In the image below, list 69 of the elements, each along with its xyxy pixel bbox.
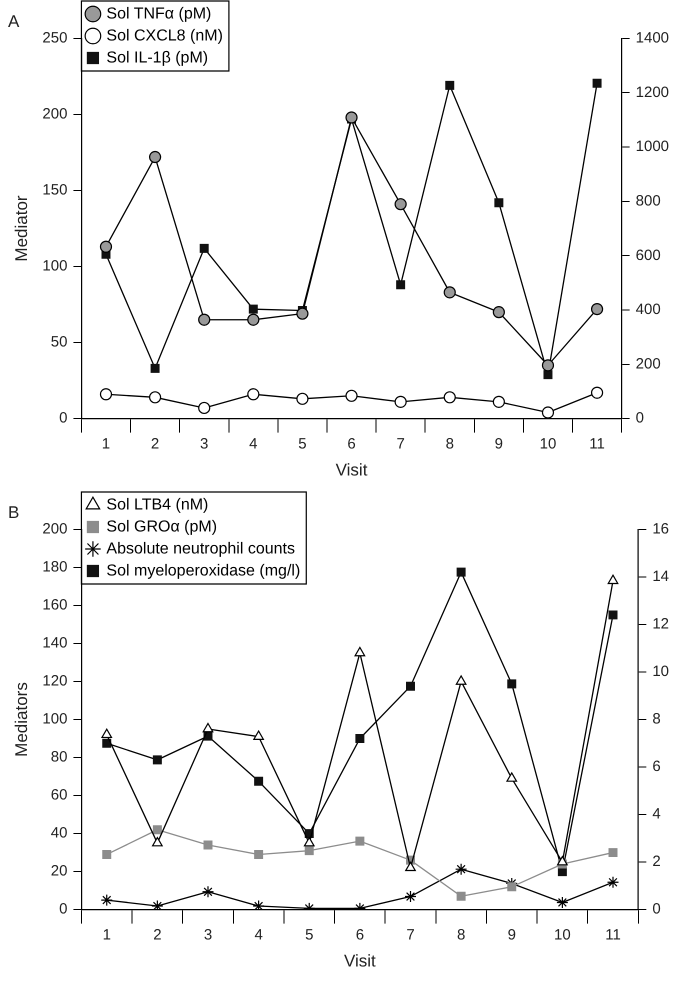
y2-tick-label: 1200 (636, 84, 670, 101)
x-tick-label: 7 (406, 926, 415, 944)
y-axis-title: Mediator (12, 195, 31, 262)
y2-tick-label: 200 (636, 355, 661, 372)
y2-tick-label: 10 (652, 663, 670, 680)
x-tick-label: 3 (200, 436, 208, 453)
x-tick-label: 1 (102, 926, 111, 944)
x-axis-title: Visit (344, 951, 376, 970)
y2-tick-label: 16 (652, 520, 670, 538)
x-tick-label: 11 (589, 436, 605, 453)
x-axis-title: Visit (336, 460, 368, 480)
legend-label: Sol LTB4 (nM) (106, 496, 208, 514)
y-tick-label: 0 (59, 900, 68, 918)
y2-tick-label: 0 (652, 900, 661, 918)
x-tick-label: 6 (356, 926, 364, 944)
chart-title: B (8, 502, 20, 522)
x-tick-label: 8 (456, 926, 466, 944)
y-tick-label: 150 (42, 182, 68, 199)
y2-tick-label: 14 (652, 568, 670, 586)
y-tick-label: 120 (42, 672, 68, 690)
x-tick-label: 1 (102, 436, 110, 453)
y2-tick-label: 12 (652, 616, 670, 633)
y2-tick-label: 4 (652, 806, 661, 823)
y2-tick-label: 8 (652, 710, 661, 728)
y-tick-label: 50 (50, 334, 68, 351)
y-tick-label: 160 (42, 596, 68, 614)
y-tick-label: 100 (42, 258, 68, 275)
x-tick-label: 2 (153, 926, 162, 944)
x-tick-label: 2 (150, 436, 160, 453)
x-tick-label: 6 (347, 436, 356, 453)
y-tick-label: 180 (42, 558, 68, 576)
y2-tick-label: 6 (652, 758, 661, 776)
x-tick-label: 3 (204, 926, 212, 944)
y2-tick-label: 2 (652, 853, 661, 870)
y-tick-label: 140 (42, 634, 68, 652)
x-tick-label: 5 (305, 926, 314, 944)
x-tick-label: 5 (298, 436, 307, 453)
legend-label: Absolute neutrophil counts (106, 540, 296, 558)
y2-tick-label: 1000 (636, 138, 670, 156)
y-tick-label: 20 (50, 862, 68, 880)
legend-label: Sol TNFα (pM) (106, 5, 212, 22)
y-tick-label: 40 (50, 824, 68, 842)
legend-label: Sol CXCL8 (nM) (106, 27, 223, 44)
x-tick-label: 8 (446, 436, 454, 453)
y2-tick-label: 400 (636, 301, 661, 318)
legend-label: Sol IL-1β (pM) (106, 49, 208, 66)
y-tick-label: 200 (42, 520, 68, 538)
y2-tick-label: 600 (636, 246, 661, 264)
x-tick-label: 4 (249, 436, 258, 453)
x-tick-label: 7 (396, 436, 405, 453)
x-tick-label: 9 (508, 926, 516, 944)
x-tick-label: 10 (554, 926, 571, 944)
y2-tick-label: 800 (636, 192, 661, 210)
legend-label: Sol GROα (pM) (106, 518, 218, 536)
y2-tick-label: 0 (636, 410, 644, 427)
y-tick-label: 60 (50, 786, 68, 804)
x-tick-label: 4 (254, 926, 263, 944)
x-tick-label: 10 (540, 436, 556, 453)
y2-tick-label: 1400 (636, 30, 670, 47)
y-tick-label: 80 (50, 748, 68, 766)
legend-label: Sol myeloperoxidase (mg/l) (106, 562, 300, 580)
x-tick-label: 11 (605, 926, 621, 944)
chart-title: A (8, 12, 20, 31)
x-tick-label: 9 (494, 436, 504, 453)
y-tick-label: 0 (59, 410, 68, 427)
y-tick-label: 100 (42, 710, 68, 728)
y-tick-label: 250 (42, 30, 68, 47)
y-axis-title: Mediators (12, 682, 31, 757)
y-tick-label: 200 (42, 106, 68, 123)
